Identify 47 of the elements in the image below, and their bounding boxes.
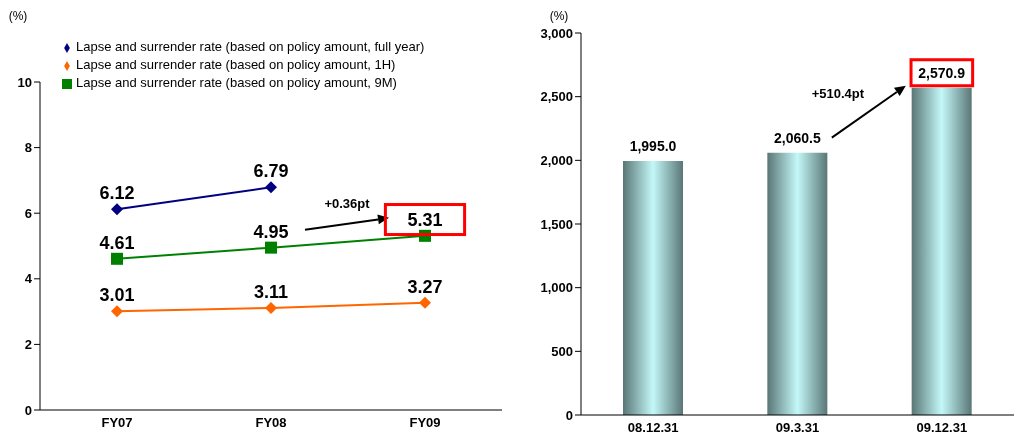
annotation: +510.4pt <box>811 85 865 101</box>
data-label: 4.61 <box>99 232 135 253</box>
y-tick-label: 8 <box>24 140 32 156</box>
y-tick-label: 0 <box>24 402 32 418</box>
data-label: 3.27 <box>407 276 443 297</box>
legend-label: Lapse and surrender rate (based on policy amount, 9M) <box>76 75 397 90</box>
legend-label: Lapse and surrender rate (based on policy amount, full year) <box>76 39 425 54</box>
point <box>419 296 431 309</box>
x-tick-label: FY07 <box>101 415 133 431</box>
data-label: 2,570.9 <box>918 64 966 81</box>
point <box>265 181 277 194</box>
x-tick-label: 08.12.31 <box>627 420 679 436</box>
point <box>111 252 123 265</box>
y-tick-label: 2,500 <box>540 89 573 105</box>
x-tick-label: 09.12.31 <box>916 420 968 436</box>
data-label: 6.12 <box>99 183 135 204</box>
y-tick-label: 2,000 <box>540 152 573 168</box>
y-tick-label: 2 <box>24 337 32 353</box>
point <box>265 301 277 314</box>
y-tick-label: 1,000 <box>540 280 573 296</box>
x-tick-label: 09.3.31 <box>775 420 820 436</box>
data-label: 1,995.0 <box>629 137 677 154</box>
x-tick-label: FY09 <box>409 415 441 431</box>
annotation: +0.36pt <box>324 195 371 211</box>
y-tick-label: 0 <box>565 407 573 423</box>
y-tick-label: 6 <box>24 205 32 221</box>
data-label: 5.31 <box>407 209 443 230</box>
y-tick-label: 4 <box>24 271 33 287</box>
bar <box>623 160 683 415</box>
y-tick-label: 10 <box>17 74 32 90</box>
y-tick-label: 3,000 <box>540 25 573 41</box>
point <box>265 241 277 254</box>
data-label: 4.95 <box>253 221 289 242</box>
point <box>111 305 123 318</box>
y-tick-label: 1,500 <box>540 216 573 232</box>
data-label: 3.11 <box>253 281 289 302</box>
data-label: 3.01 <box>99 285 135 306</box>
y-axis-title: (%) <box>8 9 28 23</box>
bar <box>767 152 828 415</box>
bar <box>911 87 972 415</box>
y-axis-title: (%) <box>549 9 569 23</box>
data-label: 2,060.5 <box>773 129 821 146</box>
point <box>111 203 123 216</box>
data-label: 6.79 <box>253 161 289 182</box>
legend-label: Lapse and surrender rate (based on policy amount, 1H) <box>76 57 396 72</box>
y-tick-label: 500 <box>551 343 573 359</box>
x-tick-label: FY08 <box>255 415 287 431</box>
